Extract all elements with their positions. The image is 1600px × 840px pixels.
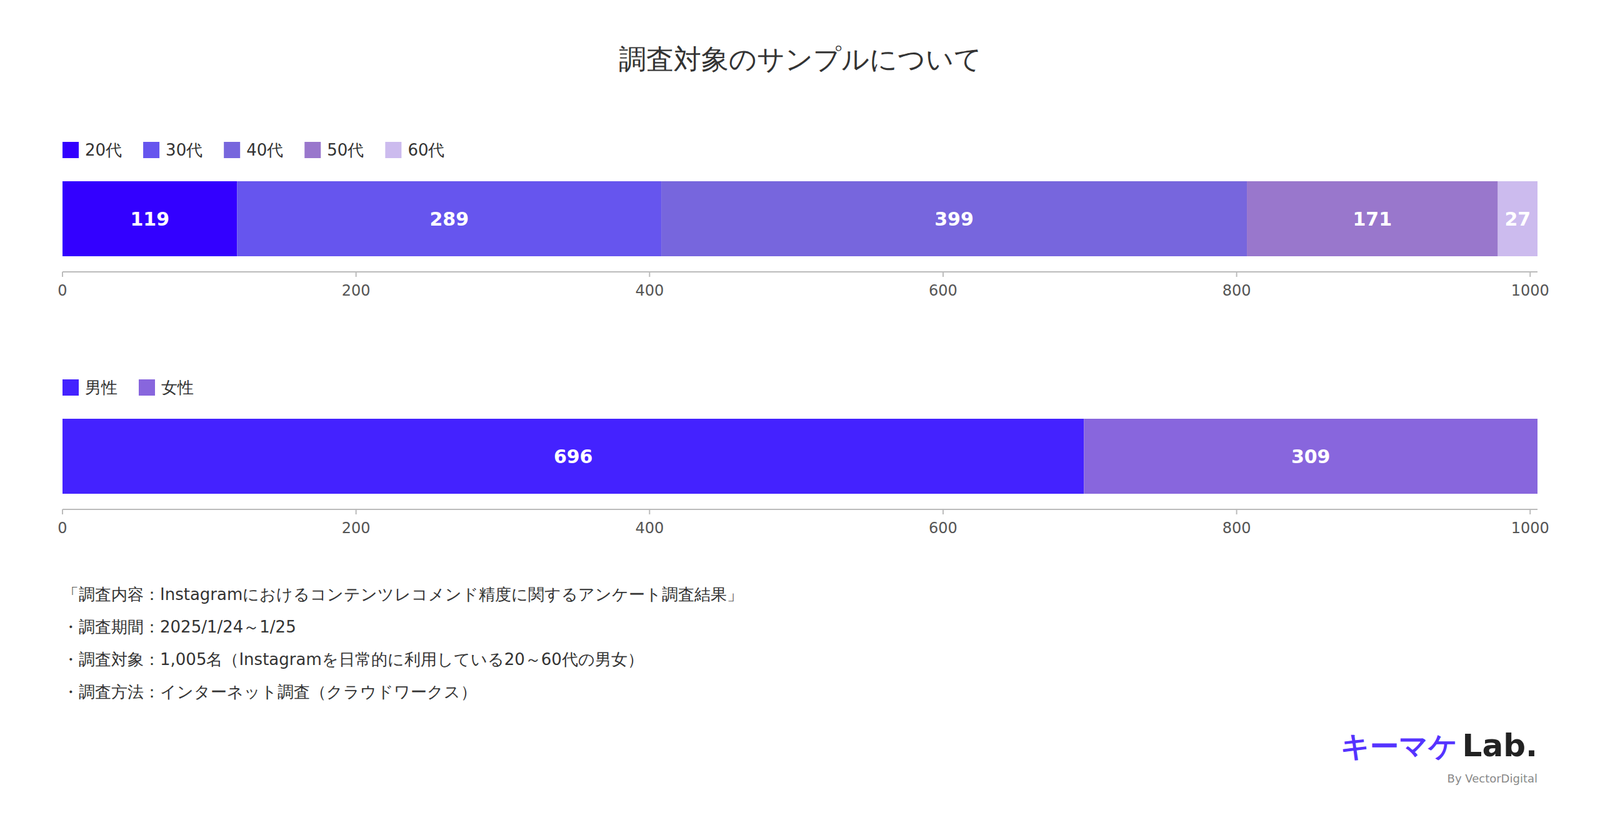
logo-text: Lab. (1462, 727, 1538, 764)
x-tick (1236, 509, 1238, 515)
legend-swatch (62, 141, 79, 159)
background (0, 0, 1600, 840)
legend-label: 男性 (85, 378, 118, 397)
x-tick-label: 400 (635, 519, 664, 537)
legend-label: 50代 (326, 140, 364, 160)
bar-segment (236, 181, 662, 257)
x-tick (942, 509, 944, 515)
x-tick (355, 509, 357, 515)
bar-segment (1498, 181, 1538, 257)
legend: 男性 女性 (62, 378, 194, 397)
legend-label: 60代 (407, 140, 445, 160)
x-tick-label: 0 (57, 281, 67, 300)
data-labels: 119 289 399 171 27 (130, 208, 1531, 230)
x-tick-label: 800 (1222, 281, 1252, 300)
chart-root: 調査対象のサンプルについて 119 289 399 171 27 0 200 400 600 800… (0, 0, 1600, 840)
x-axis-line (62, 271, 1538, 273)
x-tick-label: 600 (928, 281, 958, 300)
legend-swatch (385, 141, 402, 159)
bar-segment (62, 181, 237, 257)
footer-line: 「調査内容：Instagramにおけるコンテンツレコメンド精度に関するアンケート… (62, 585, 744, 604)
bars (62, 418, 1538, 494)
bars (62, 181, 1538, 257)
legend-swatch (223, 141, 240, 159)
data-label: 119 (130, 208, 170, 230)
logo-text: キーマケ (1340, 729, 1458, 764)
logo-caption: By VectorDigital (1447, 771, 1538, 785)
legend-swatch (304, 141, 321, 159)
x-tick-label: 0 (57, 519, 67, 537)
legend-label: 女性 (161, 378, 194, 397)
data-label: 696 (553, 445, 594, 468)
x-tick-label: 600 (928, 519, 958, 537)
x-tick-label: 200 (341, 519, 371, 537)
bar-segment (1246, 181, 1499, 257)
x-tick (61, 271, 64, 277)
credits: Lab.キーマケ By VectorDigital (1340, 727, 1538, 785)
legend-label: 20代 (85, 140, 122, 160)
bar-segment (1083, 418, 1538, 494)
x-tick (942, 271, 944, 277)
x-tick (1529, 271, 1531, 277)
x-tick-label: 1000 (1511, 281, 1550, 300)
footer-line: ・調査対象：1,005名（Instagramを日常的に利用している20～60代の… (62, 650, 644, 669)
x-tick (1236, 271, 1238, 277)
x-tick-label: 1000 (1511, 519, 1550, 537)
legend-swatch (62, 379, 79, 396)
footer-line: ・調査期間：2025/1/24～1/25 (62, 617, 297, 637)
x-tick (61, 509, 64, 515)
page-title: 調査対象のサンプルについて (618, 43, 982, 75)
data-label: 27 (1504, 208, 1531, 230)
chart: 119 289 399 171 27 0 200 400 600 800 1000 20代 30代 40代… (57, 140, 1549, 300)
x-tick-label: 200 (341, 281, 371, 300)
bar-segment (661, 181, 1247, 257)
x-tick-label: 400 (635, 281, 664, 300)
data-label: 399 (934, 208, 974, 230)
data-label: 309 (1291, 445, 1331, 468)
legend: 20代 30代 40代 50代 60代 (62, 140, 445, 160)
chart: 696 309 0 200 400 600 800 1000 男性 女性 (57, 378, 1549, 537)
legend-swatch (138, 379, 155, 396)
x-axis-line (62, 508, 1538, 510)
x-tick-label: 800 (1222, 519, 1252, 537)
legend-swatch (143, 141, 160, 159)
legend-label: 30代 (165, 140, 203, 160)
x-tick (1529, 509, 1531, 515)
x-tick (648, 271, 650, 277)
data-label: 289 (429, 208, 469, 230)
data-label: 171 (1353, 208, 1393, 230)
bar-segment (62, 418, 1084, 494)
data-labels: 696 309 (553, 445, 1331, 468)
footer-line: ・調査方法：インターネット調査（クラウドワークス） (62, 682, 477, 702)
legend-label: 40代 (246, 140, 284, 160)
x-tick (648, 509, 650, 515)
x-tick (355, 271, 357, 277)
